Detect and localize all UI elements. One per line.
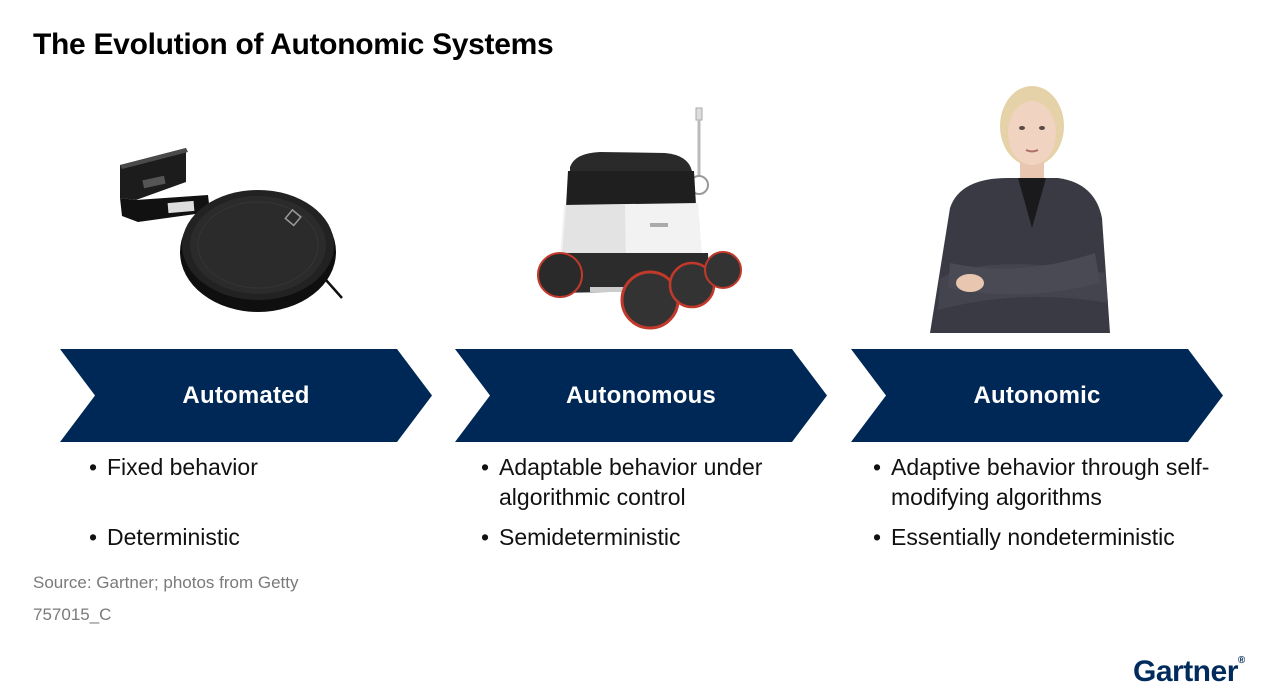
bullet-item: Deterministic (89, 522, 449, 552)
logo-text: Gartner (1133, 655, 1238, 688)
stage-label: Autonomous (566, 381, 716, 409)
figure-code: 757015_C (33, 605, 112, 624)
chevron-arrow-shape (60, 349, 432, 442)
bullet-item: Fixed behavior (89, 452, 449, 522)
stage-label: Autonomic (973, 381, 1101, 409)
stage-autonomic-bullets: Adaptive behavior through self-modifying… (873, 452, 1243, 552)
businesswoman-image (930, 86, 1110, 333)
bullet-item: Essentially nondeterministic (873, 522, 1243, 552)
delivery-robot-image (537, 107, 742, 330)
stage-autonomous-bullets: Adaptable behavior under algorithmic con… (481, 452, 841, 552)
page-title: The Evolution of Autonomic Systems (33, 28, 554, 61)
stage-automated-chevron: Automated (60, 349, 432, 442)
stage-autonomic-chevron: Autonomic (851, 349, 1223, 442)
bullet-item: Semideterministic (481, 522, 841, 552)
source-note: Source: Gartner; photos from Getty (33, 573, 299, 592)
bullet-item: Adaptable behavior under algorithmic con… (481, 452, 841, 522)
chevron-arrow-shape (851, 349, 1223, 442)
stage-label: Automated (182, 381, 310, 409)
stage-automated-bullets: Fixed behavior Deterministic (89, 452, 449, 552)
stage-autonomous-chevron: Autonomous (455, 349, 827, 442)
registered-mark: ® (1237, 655, 1245, 666)
chevron-arrow-shape (455, 349, 827, 442)
robot-vacuum-image (120, 148, 343, 312)
bullet-item: Adaptive behavior through self-modifying… (873, 452, 1243, 522)
gartner-logo: Gartner® (1133, 655, 1245, 689)
